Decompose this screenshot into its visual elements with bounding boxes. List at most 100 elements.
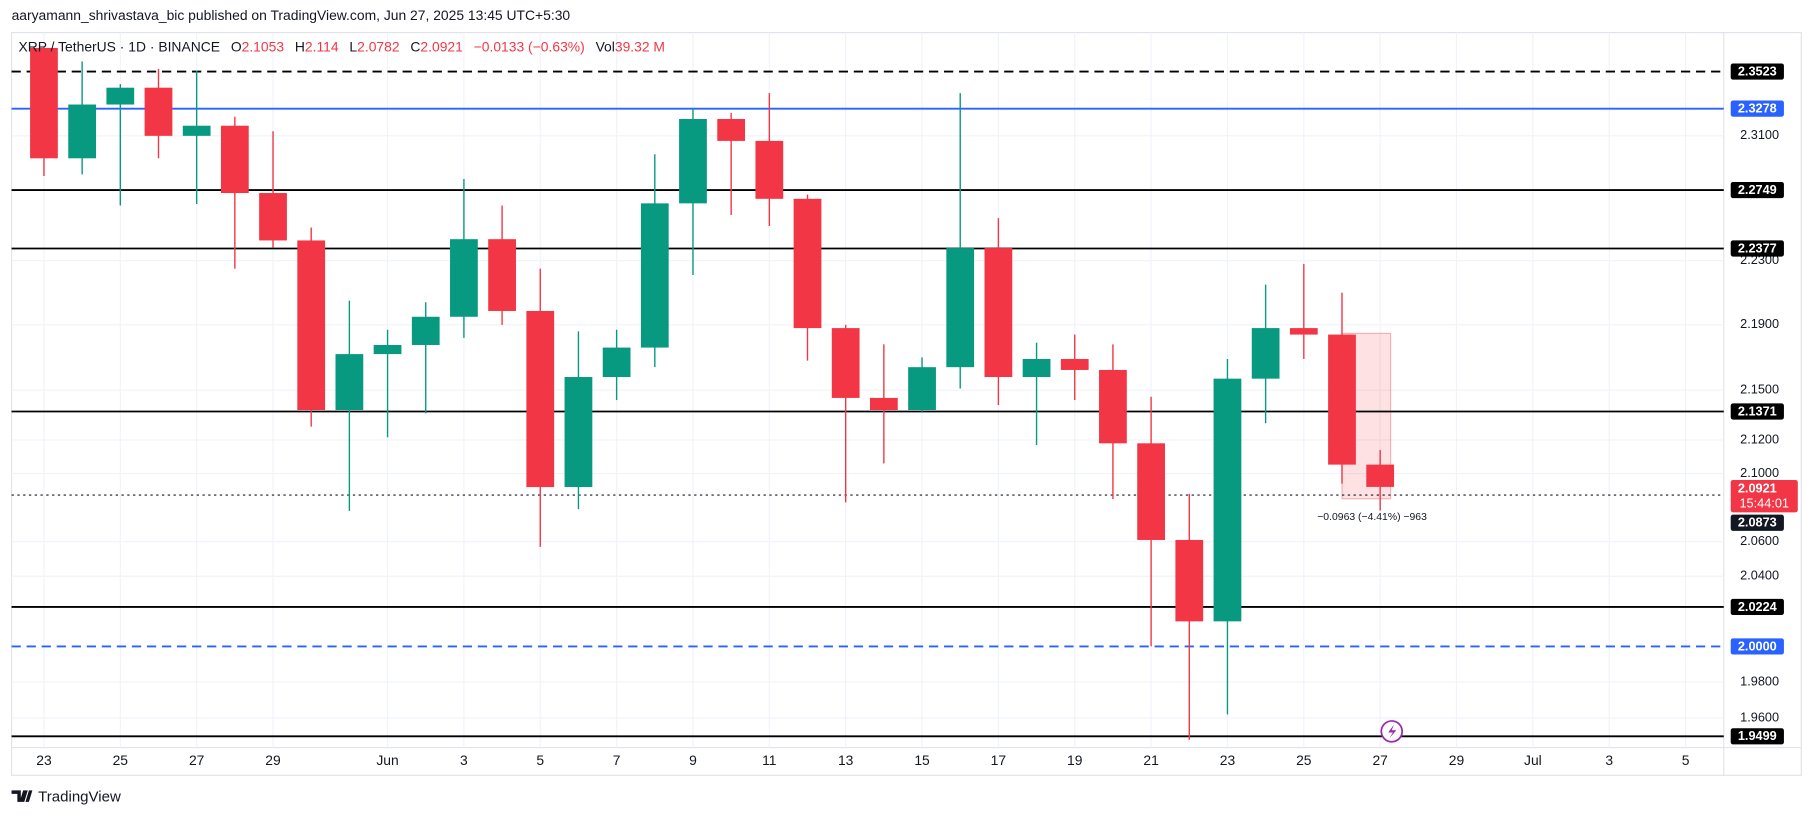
x-tick-label: 27 (1372, 752, 1388, 768)
x-tick-label: 23 (1220, 752, 1236, 768)
y-tick-label: 2.0600 (1740, 533, 1779, 548)
x-tick-label: 19 (1067, 752, 1083, 768)
level-label-box (1730, 403, 1784, 420)
level-label-box (1730, 100, 1784, 117)
brand-logo (11, 790, 33, 802)
candle-body (1175, 539, 1204, 622)
level-label-box (1730, 240, 1784, 257)
x-tick-label: Jun (376, 752, 398, 768)
candle-body (869, 397, 898, 411)
candle-body (411, 316, 440, 345)
publisher: aaryamann_shrivastava_bic published on T… (12, 7, 571, 23)
level-label-box (1730, 63, 1784, 80)
x-tick-label: 3 (1605, 752, 1613, 768)
x-tick-label: 7 (613, 752, 621, 768)
countdown: 15:44:01 (1739, 496, 1789, 511)
candle-body (984, 248, 1013, 378)
level-label-box (1730, 728, 1784, 745)
levels (11, 70, 1724, 738)
x-tick-label: 15 (914, 752, 930, 768)
volume: 39.32 M (615, 38, 665, 54)
level-label: 2.2377 (1738, 240, 1777, 255)
marker-label-box (1730, 514, 1784, 531)
ohlc-value: 2.114 (305, 38, 339, 54)
x-tick-label: 5 (1682, 752, 1690, 768)
candle-body (1251, 328, 1280, 379)
ohlc-label: O (231, 38, 242, 54)
ohlc-label: C (410, 38, 420, 54)
y-tick-label: 2.1200 (1740, 431, 1779, 446)
candle-body (373, 344, 402, 355)
marker-label: 2.0873 (1738, 515, 1777, 530)
frame (10, 32, 1802, 776)
symbol: XRP / TetherUS · 1D · BINANCE (19, 38, 221, 54)
y-tick-label: 1.9600 (1740, 709, 1779, 724)
x-tick-label: 29 (265, 752, 281, 768)
y-tick-label: 1.9800 (1740, 673, 1779, 688)
candle-body (1289, 328, 1318, 335)
candle-body (755, 140, 784, 199)
candle-body (220, 125, 249, 194)
level-label-box (1730, 638, 1784, 655)
candle-body (182, 125, 211, 136)
candle-body (831, 328, 860, 398)
x-tick-label: 23 (36, 752, 52, 768)
candle-body (1022, 358, 1051, 378)
candle-body (106, 87, 135, 105)
candle-body (488, 239, 516, 311)
x-tick-label: 25 (113, 752, 129, 768)
level-label: 2.1371 (1738, 403, 1777, 418)
last-price: 2.0921 (1738, 481, 1777, 496)
candle-body (1366, 464, 1395, 487)
y-tick-label: 2.1500 (1740, 382, 1779, 397)
x-tick-label: 25 (1296, 752, 1312, 768)
candle-body (793, 198, 822, 329)
candle-body (30, 47, 58, 159)
volume-label: Vol (596, 38, 615, 54)
change: −0.0133 (−0.63%) (474, 38, 585, 54)
x-tick-label: 5 (536, 752, 544, 768)
x-tick-label: 11 (762, 752, 777, 768)
ohlc-value: 2.1053 (242, 38, 285, 54)
ohlc-value: 2.0921 (420, 38, 463, 54)
candle-body (335, 354, 364, 411)
ohlc-label: L (349, 38, 357, 54)
candle-body (1213, 378, 1242, 622)
candle-body (450, 239, 478, 317)
candle-body (526, 310, 555, 488)
candle-body (1137, 443, 1165, 540)
legend: XRP / TetherUS · 1D · BINANCE O2.1053 H2… (19, 38, 665, 54)
candles (30, 46, 1395, 740)
x-tick-label: Jul (1524, 752, 1542, 768)
event-bolt (1388, 724, 1397, 739)
candle-body (602, 347, 631, 378)
ohlc-value: 2.0782 (357, 38, 400, 54)
measure-label: −0.0963 (−4.41%) −963 (1317, 512, 1427, 523)
level-label: 2.3523 (1738, 63, 1777, 78)
candle-body (946, 248, 975, 368)
y-tick-label: 2.0400 (1740, 568, 1779, 583)
candle-body (297, 240, 326, 411)
candle-body (717, 119, 746, 141)
candle-body (1060, 358, 1089, 370)
y-tick-label: 2.1000 (1740, 465, 1779, 480)
level-label: 1.9499 (1738, 728, 1777, 743)
x-tick-label: 13 (838, 752, 854, 768)
x-tick-label: 27 (189, 752, 205, 768)
candle-body (1099, 369, 1127, 444)
candle-body (564, 377, 593, 488)
brand: TradingView (38, 788, 121, 805)
candle-body (68, 104, 97, 159)
x-tick-label: 17 (991, 752, 1007, 768)
level-label: 2.3278 (1738, 101, 1777, 116)
y-tick-label: 2.3100 (1740, 127, 1779, 142)
candle-body (908, 367, 936, 411)
ohlc-label: H (295, 38, 305, 54)
candle-body (640, 203, 669, 348)
candle-body (259, 193, 287, 241)
y-tick-label: 2.1900 (1740, 316, 1779, 331)
candle-body (144, 87, 173, 136)
last-price-box (1730, 479, 1798, 513)
